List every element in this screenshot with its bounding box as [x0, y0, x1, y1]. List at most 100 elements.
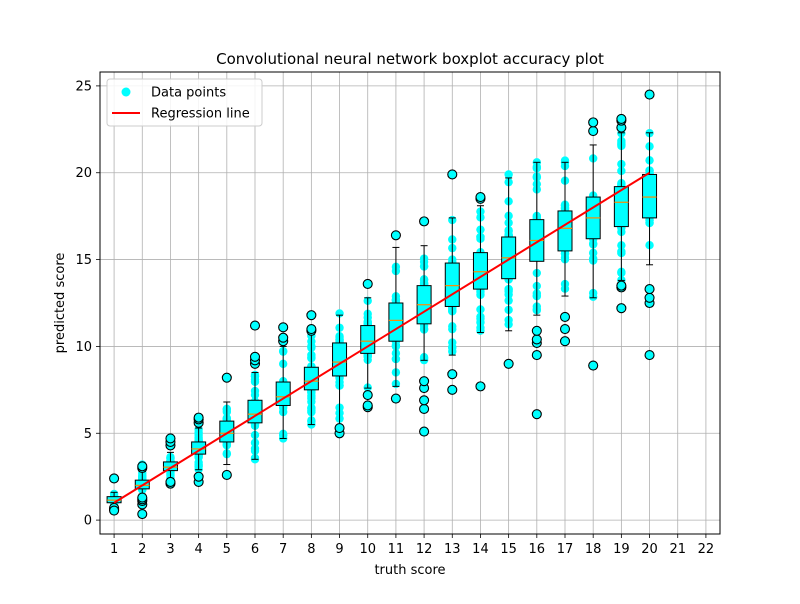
- x-tick-label: 9: [335, 542, 343, 557]
- box: [360, 325, 376, 354]
- x-tick-label: 8: [307, 542, 315, 557]
- outlier-point: [278, 322, 289, 333]
- outlier-point: [588, 117, 599, 128]
- outlier-point: [306, 324, 317, 335]
- outlier-point: [137, 461, 148, 472]
- outlier-point: [559, 311, 571, 322]
- outlier-point: [334, 423, 345, 434]
- x-tick-label: 15: [500, 542, 517, 557]
- box: [444, 262, 460, 307]
- box: [557, 210, 573, 252]
- outlier-point: [475, 381, 486, 392]
- regression-line: [113, 171, 651, 504]
- outlier-point: [390, 393, 401, 404]
- box-layer: [106, 132, 658, 506]
- outlier-point: [644, 284, 655, 295]
- outlier-point: [644, 350, 655, 361]
- outlier-point: [616, 303, 627, 314]
- outlier-point: [644, 292, 655, 303]
- box: [162, 461, 178, 472]
- outlier-point: [559, 336, 571, 347]
- outlier-point: [419, 403, 430, 414]
- box: [613, 186, 629, 228]
- x-tick-label: 7: [279, 542, 287, 557]
- grid-layer: [100, 72, 720, 534]
- y-tick-label: 0: [84, 514, 92, 529]
- box: [388, 302, 404, 342]
- box: [472, 252, 488, 290]
- legend-label-data-points: Data points: [151, 86, 226, 101]
- x-tick-label: 6: [251, 542, 259, 557]
- outlier-point: [447, 384, 458, 395]
- x-tick-label: 11: [388, 542, 405, 557]
- x-tick-label: 4: [194, 542, 202, 557]
- box: [219, 420, 235, 443]
- outlier-point: [278, 332, 289, 343]
- x-tick-label: 5: [223, 542, 231, 557]
- outlier-point: [531, 350, 542, 361]
- x-tick-label: 20: [641, 542, 658, 557]
- legend-marker-data-points: [121, 87, 131, 97]
- box: [642, 173, 658, 219]
- x-tick-label: 13: [444, 542, 461, 557]
- outlier-point: [249, 320, 261, 331]
- outlier-point: [193, 412, 204, 423]
- y-tick-label: 20: [75, 166, 92, 181]
- outlier-point: [362, 390, 373, 401]
- outlier-point: [221, 469, 232, 480]
- x-tick-label: 12: [416, 542, 433, 557]
- legend-label-regression-line: Regression line: [151, 107, 250, 122]
- x-axis-label: truth score: [374, 563, 445, 578]
- outlier-point: [109, 473, 120, 484]
- outlier-point: [362, 278, 373, 289]
- x-tick-label: 1: [110, 542, 118, 557]
- outlier-point: [362, 400, 373, 411]
- y-axis-label: predicted score: [53, 253, 68, 354]
- tick-layer: 1 2 3 4 5 6 7 8 9 10 11 12 13 14 15 16 17 18 19 20 21 2205101…: [75, 79, 714, 557]
- outlier-layer: [109, 89, 655, 520]
- outlier-point: [588, 360, 599, 371]
- y-tick-label: 25: [75, 79, 92, 94]
- outlier-point: [221, 372, 232, 383]
- outlier-point: [588, 126, 599, 137]
- x-tick-label: 22: [698, 542, 715, 557]
- x-tick-label: 3: [166, 542, 174, 557]
- outlier-point: [109, 505, 120, 516]
- x-tick-label: 10: [359, 542, 376, 557]
- box: [332, 342, 348, 377]
- outlier-point: [419, 395, 430, 406]
- outlier-point: [419, 216, 430, 227]
- outlier-point: [644, 89, 655, 100]
- outlier-point: [137, 492, 148, 503]
- outlier-point: [531, 409, 542, 420]
- x-tick-label: 17: [557, 542, 574, 557]
- outlier-point: [559, 324, 571, 335]
- x-tick-label: 19: [613, 542, 630, 557]
- y-tick-label: 10: [75, 340, 92, 355]
- outlier-point: [137, 508, 148, 520]
- y-tick-label: 15: [75, 253, 92, 268]
- regression-layer: [113, 171, 651, 504]
- data-point: [504, 170, 513, 179]
- legend: Data points Regression line: [106, 78, 263, 127]
- x-tick-label: 14: [472, 542, 489, 557]
- x-tick-label: 16: [529, 542, 546, 557]
- x-tick-label: 2: [138, 542, 146, 557]
- legend-box: [106, 78, 263, 127]
- outlier-point: [531, 334, 542, 345]
- outlier-point: [475, 192, 486, 203]
- outlier-point: [419, 426, 430, 437]
- outlier-point: [390, 230, 401, 241]
- outlier-point: [447, 369, 458, 380]
- outlier-point: [193, 471, 204, 482]
- x-tick-label: 18: [585, 542, 602, 557]
- chart-title: Convolutional neural network boxplot acc…: [216, 50, 604, 68]
- outlier-point: [531, 325, 542, 336]
- outlier-point: [419, 376, 430, 387]
- axes-frame: [99, 71, 721, 535]
- x-tick-label: 21: [669, 542, 686, 557]
- outlier-point: [306, 310, 317, 321]
- outlier-point: [165, 476, 176, 487]
